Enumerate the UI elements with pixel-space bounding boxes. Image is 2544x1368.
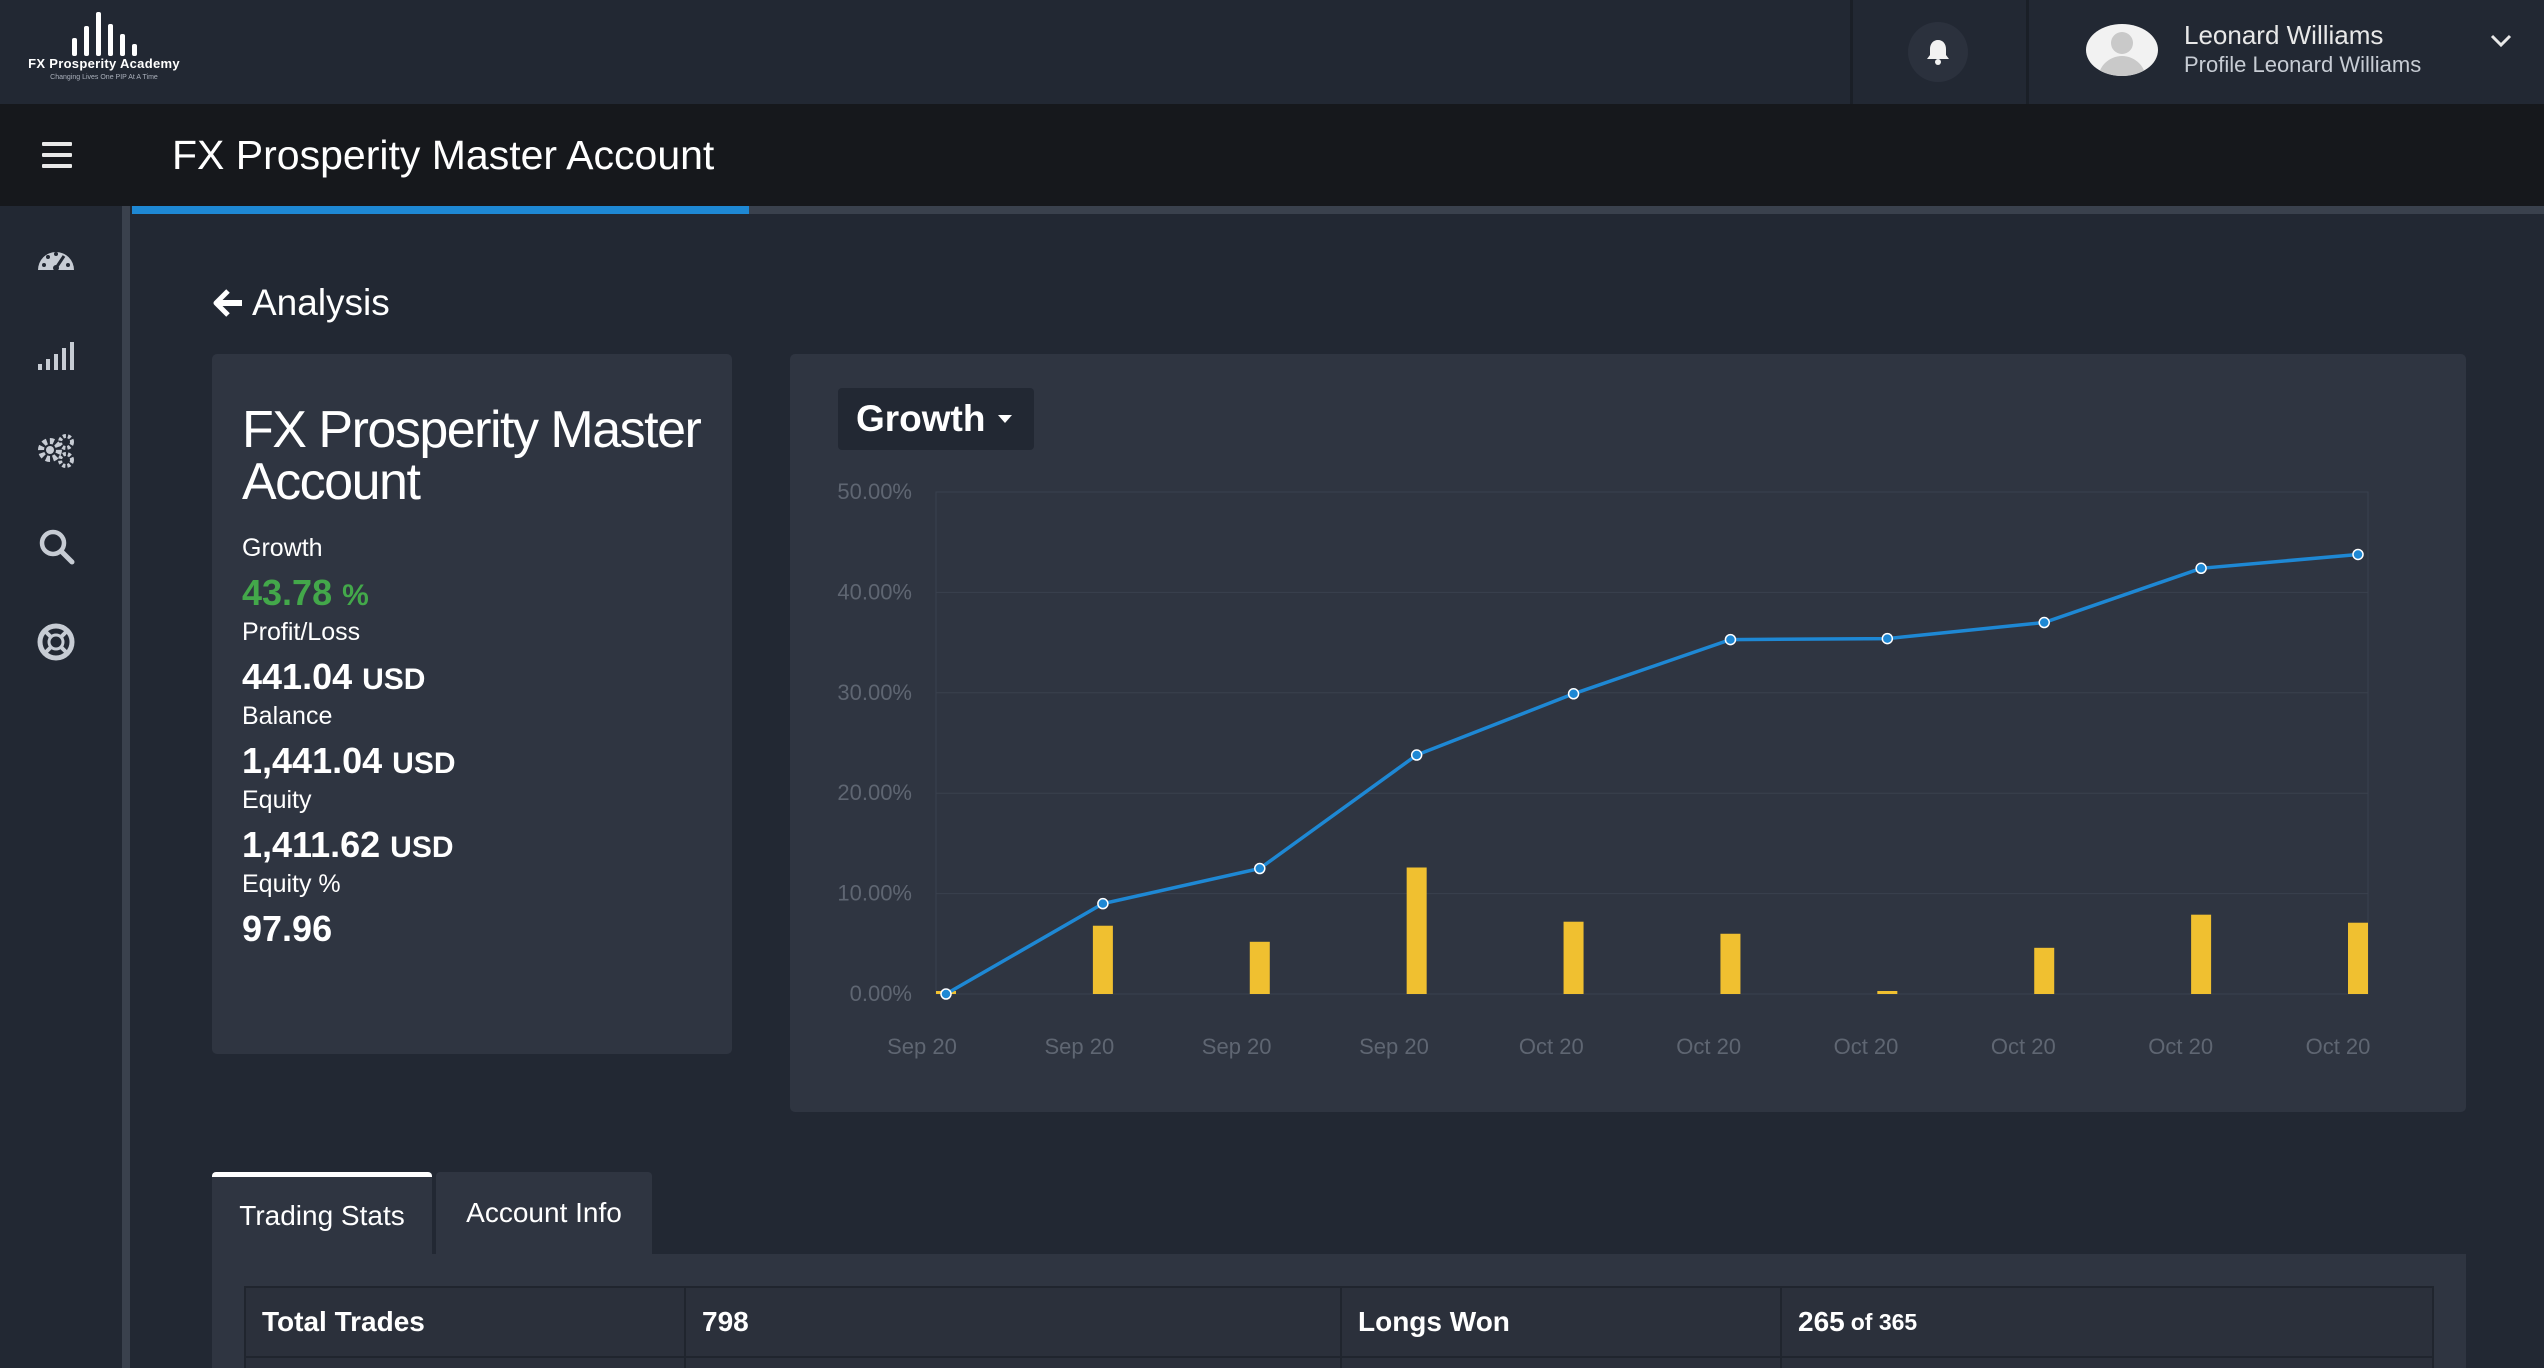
y-tick-label: 40.00% <box>837 579 912 604</box>
sidebar <box>0 206 122 1368</box>
chart-bar <box>1249 941 1270 994</box>
equity-label: Equity <box>242 786 312 814</box>
x-tick-label: Sep 20 <box>1044 1034 1114 1059</box>
account-name: FX Prosperity Master Account <box>242 401 702 511</box>
back-link-label: Analysis <box>252 282 390 323</box>
signal-bars-icon[interactable] <box>34 332 78 376</box>
growth-point <box>1254 862 1266 875</box>
y-tick-label: 20.00% <box>837 780 912 805</box>
growth-point <box>940 988 952 1000</box>
arrow-left-icon <box>213 289 242 317</box>
chart-type-dropdown[interactable]: Growth <box>838 388 1034 450</box>
profit-loss-value: 441.04 USD <box>242 656 426 697</box>
chart-bar <box>1563 921 1584 994</box>
header-divider <box>2026 0 2029 104</box>
page-progress-fill <box>132 206 750 214</box>
longs-won-value: 265 of 365 <box>1782 1288 2432 1358</box>
brand-logo[interactable]: FX Prosperity Academy Changing Lives One… <box>14 10 194 90</box>
growth-point <box>2352 548 2364 561</box>
brand-tagline: Changing Lives One PIP At A Time <box>50 74 158 81</box>
chart-type-label: Growth <box>856 398 986 439</box>
menu-toggle-icon[interactable] <box>42 142 72 168</box>
tab-account-info[interactable]: Account Info <box>436 1172 652 1254</box>
profit-loss-label: Profit/Loss <box>242 618 361 646</box>
y-tick-label: 50.00% <box>837 479 912 504</box>
settings-gears-icon[interactable] <box>34 428 78 472</box>
x-tick-label: Oct 20 <box>1519 1034 1584 1059</box>
chart-bar <box>1877 990 1898 994</box>
equity-percent-label: Equity % <box>242 870 341 898</box>
notifications-button[interactable] <box>1908 22 1968 82</box>
chart-bar <box>1406 867 1427 994</box>
growth-point <box>1724 633 1737 646</box>
growth-label: Growth <box>242 534 323 562</box>
chevron-down-icon[interactable] <box>2490 34 2512 48</box>
logo-bars-icon <box>70 12 140 56</box>
y-tick-label: 30.00% <box>837 680 912 705</box>
y-tick-label: 10.00% <box>837 881 912 906</box>
balance-value: 1,441.04 USD <box>242 740 456 781</box>
growth-chart-card: 0.00% 10.00% 20.00% 30.00% 40.00% 50.00% Sep 2… <box>790 354 2466 1112</box>
x-tick-label: Oct 20 <box>1834 1034 1899 1059</box>
title-bar: FX Prosperity Master Account <box>0 104 2544 206</box>
user-name[interactable]: Leonard Williams <box>2184 20 2384 50</box>
page-title: FX Prosperity Master Account <box>172 132 715 178</box>
back-link[interactable]: Analysis <box>212 282 390 324</box>
account-summary-card: FX Prosperity Master Account Growth 43.7… <box>212 354 732 1054</box>
x-tick-label: Sep 20 <box>1359 1034 1429 1059</box>
growth-point <box>2038 616 2050 629</box>
chart-bar <box>2191 914 2212 994</box>
page-progress-bar <box>132 206 2544 214</box>
caret-down-icon <box>998 415 1013 423</box>
growth-line <box>945 552 2359 996</box>
x-tick-label: Oct 20 <box>2148 1034 2213 1059</box>
growth-point <box>1567 688 1580 700</box>
user-profile-link[interactable]: Profile Leonard Williams <box>2184 52 2422 77</box>
x-tick-label: Sep 20 <box>887 1034 957 1059</box>
equity-value: 1,411.62 USD <box>242 824 454 865</box>
growth-point <box>2195 562 2207 575</box>
x-tick-label: Sep 20 <box>1202 1034 1272 1059</box>
chart-bar <box>2348 922 2368 994</box>
trading-stats-table: Total Trades 798 Longs Won 265 of 365 <box>244 1286 2434 1368</box>
balance-label: Balance <box>242 702 333 730</box>
support-lifebuoy-icon[interactable] <box>34 620 78 664</box>
growth-chart: 0.00% 10.00% 20.00% 30.00% 40.00% 50.00% Sep 2… <box>837 479 2371 1059</box>
x-tick-label: Oct 20 <box>2306 1034 2371 1059</box>
tab-trading-stats[interactable]: Trading Stats <box>212 1172 432 1254</box>
sidebar-divider <box>122 206 130 1368</box>
chart-bar <box>2034 947 2055 994</box>
top-header: FX Prosperity Academy Changing Lives One… <box>0 0 2544 104</box>
equity-percent-value: 97.96 <box>242 908 333 949</box>
bell-icon <box>1927 40 1949 65</box>
plot-frame <box>935 491 2369 995</box>
brand-name: FX Prosperity Academy <box>28 56 180 71</box>
x-tick-label: Oct 20 <box>1676 1034 1741 1059</box>
growth-point <box>1097 897 1109 910</box>
total-trades-value: 798 <box>686 1288 1340 1358</box>
search-icon[interactable] <box>34 524 78 568</box>
longs-won-label: Longs Won <box>1342 1288 1780 1358</box>
dashboard-gauge-icon[interactable] <box>34 238 78 282</box>
header-divider <box>1850 0 1853 104</box>
growth-point <box>1881 632 1894 645</box>
total-trades-label: Total Trades <box>246 1288 684 1358</box>
growth-value: 43.78 % <box>242 572 369 613</box>
chart-bar <box>1720 933 1741 994</box>
x-tick-label: Oct 20 <box>1991 1034 2056 1059</box>
growth-point <box>1410 749 1423 761</box>
avatar[interactable] <box>2086 24 2158 76</box>
y-tick-label: 0.00% <box>850 981 912 1006</box>
chart-bar <box>1092 925 1113 994</box>
